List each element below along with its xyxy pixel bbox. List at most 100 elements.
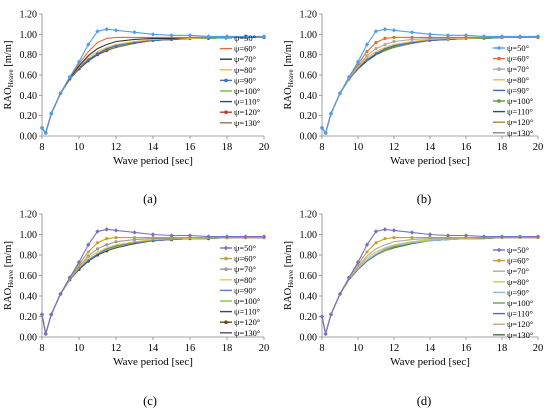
data-point (392, 39, 396, 44)
x-tick-label: 10 (74, 343, 85, 354)
panel-label: (c) (143, 394, 157, 408)
series-line (321, 36, 538, 135)
legend-entry-label: ψ=110° (507, 309, 533, 319)
data-point (43, 331, 48, 337)
legend-entry-label: ψ=90° (507, 287, 529, 297)
x-tick-label: 20 (259, 142, 270, 153)
legend-entry-label: ψ=110° (234, 97, 260, 107)
y-tick-label: 0.20 (300, 312, 318, 323)
legend-entry-label: ψ=120° (234, 317, 260, 327)
data-point (328, 111, 334, 116)
y-tick-label: 0.80 (300, 50, 318, 61)
y-axis-title: RAOHeave [m/m] (3, 41, 15, 110)
x-tick-label: 20 (259, 343, 270, 354)
legend-entry-label: ψ=90° (234, 285, 256, 295)
legend-entry-label: ψ=60° (234, 254, 256, 264)
panel-label: (d) (417, 394, 432, 408)
data-point (337, 91, 343, 96)
x-axis-title: Wave period [sec] (390, 155, 470, 167)
legend-marker (224, 256, 228, 261)
data-point (391, 28, 397, 33)
legend-entry-label: ψ=60° (507, 54, 529, 64)
x-tick-label: 14 (425, 142, 436, 153)
legend: ψ=50°ψ=60°ψ=70°ψ=80°ψ=90°ψ=100°ψ=110°ψ=1… (493, 245, 533, 340)
legend-marker (223, 35, 229, 41)
data-point (86, 42, 91, 47)
data-point (392, 235, 396, 240)
legend-entry-label: ψ=130° (507, 330, 533, 340)
legend-marker (224, 110, 228, 114)
series-line (41, 237, 264, 335)
y-tick-label: 0.00 (300, 333, 318, 344)
series-line (321, 237, 538, 335)
series-line (321, 237, 538, 335)
y-tick-label: 1.20 (20, 210, 38, 221)
series-line (321, 36, 538, 135)
data-point (346, 275, 352, 280)
data-point (187, 33, 193, 38)
data-point (535, 34, 541, 39)
legend-entry-label: ψ=90° (234, 75, 256, 85)
data-point (224, 234, 230, 239)
y-tick-label: 0.00 (20, 333, 38, 344)
data-point (364, 242, 370, 247)
data-point (346, 74, 352, 80)
data-point (323, 130, 328, 136)
legend-entry-label: ψ=120° (507, 319, 533, 329)
data-point (328, 312, 334, 317)
x-axis-title: Wave period [sec] (390, 356, 470, 368)
series-line (41, 36, 264, 135)
data-point (95, 241, 100, 245)
data-point (373, 29, 379, 34)
series-line (41, 237, 264, 335)
series-line (321, 36, 538, 135)
data-point (445, 233, 451, 238)
data-point (86, 242, 91, 247)
data-point (132, 235, 137, 240)
data-point (383, 36, 387, 41)
x-tick-label: 18 (222, 142, 233, 153)
x-axis-title: Wave period [sec] (113, 356, 193, 368)
data-point (187, 233, 193, 238)
data-point (319, 314, 325, 319)
y-axis-title: RAOHeave [m/m] (3, 241, 15, 310)
legend: ψ=50°ψ=60°ψ=70°ψ=80°ψ=90°ψ=100°ψ=110°ψ=1… (220, 243, 260, 338)
data-point (383, 42, 387, 47)
series-line (321, 237, 538, 335)
data-point (114, 235, 118, 240)
x-tick-label: 14 (148, 343, 159, 354)
y-tick-label: 0.20 (20, 111, 38, 122)
data-point (499, 234, 505, 239)
legend-marker (224, 320, 228, 325)
x-tick-label: 12 (111, 142, 122, 153)
data-point (243, 34, 248, 39)
series-line (321, 237, 538, 335)
data-point (365, 54, 369, 58)
data-point (481, 34, 487, 39)
legend-entry-label: ψ=120° (234, 107, 260, 117)
x-tick-label: 8 (39, 343, 44, 354)
x-tick-label: 10 (353, 142, 364, 153)
legend-marker (223, 245, 229, 251)
data-point (169, 233, 174, 238)
series-line (41, 36, 264, 135)
legend-marker (497, 67, 501, 71)
legend-entry-label: ψ=100° (234, 296, 260, 306)
data-point (151, 235, 155, 240)
y-tick-label: 0.00 (20, 132, 38, 143)
y-tick-label: 0.60 (300, 271, 318, 282)
legend-marker (497, 258, 501, 263)
chart-panel-b: 0.00 0.20 0.40 0.60 0.80 1.00 1.20 8 10 12 14 16 18 2… (283, 10, 543, 207)
series-line (321, 36, 538, 135)
data-point (355, 259, 361, 265)
data-point (86, 250, 90, 254)
data-point (58, 291, 63, 297)
series-line (321, 237, 538, 335)
x-tick-label: 12 (389, 343, 400, 354)
data-point (132, 30, 137, 35)
legend-entry-label: ψ=100° (234, 86, 260, 96)
series-line (41, 237, 264, 335)
data-point (49, 312, 54, 317)
legend-marker (224, 267, 228, 272)
